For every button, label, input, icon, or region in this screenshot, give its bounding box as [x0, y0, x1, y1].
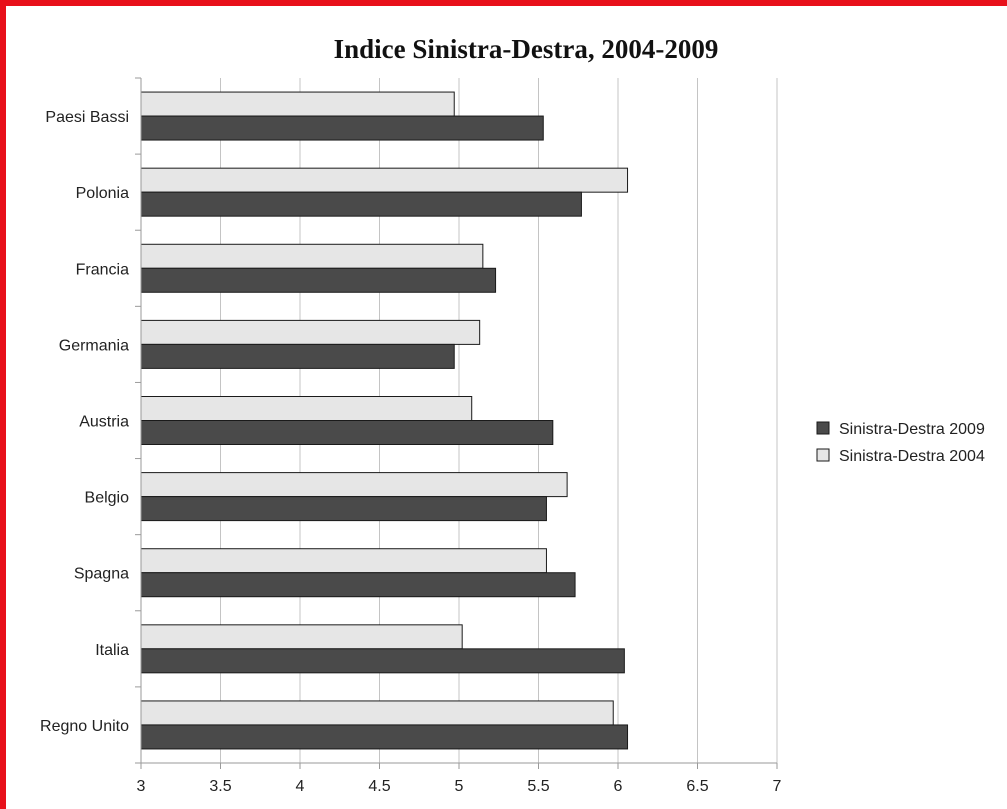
x-tick-labels: 3 3.5 4 4.5 5 5.5 6 6.5 7 — [137, 778, 782, 795]
axes — [140, 78, 777, 764]
bar-2004 — [140, 624, 463, 650]
chart-title: Indice Sinistra-Destra, 2004-2009 — [334, 34, 719, 64]
bar-2009 — [140, 343, 455, 369]
x-tick-label: 6 — [614, 778, 623, 795]
legend-label: Sinistra-Destra 2004 — [839, 448, 985, 465]
category-label: Paesi Bassi — [45, 109, 129, 126]
bar-2009 — [140, 496, 547, 522]
x-tick-label: 5.5 — [527, 778, 549, 795]
bar-2004 — [140, 91, 455, 117]
category-label: Italia — [95, 642, 129, 659]
bar-2009 — [140, 648, 625, 674]
bars — [140, 91, 629, 750]
bar-2004 — [140, 548, 547, 574]
x-tick-label: 7 — [773, 778, 782, 795]
x-tick-label: 5 — [455, 778, 464, 795]
bar-2009 — [140, 572, 576, 598]
bar-2004 — [140, 472, 568, 498]
category-label: Austria — [79, 414, 129, 431]
legend-swatch — [816, 421, 830, 435]
category-label: Regno Unito — [40, 718, 129, 735]
bar-2009 — [140, 724, 629, 750]
bar-chart: Indice Sinistra-Destra, 2004-2009 Paesi … — [40, 34, 985, 795]
bar-2004 — [140, 700, 614, 726]
x-tick-label: 6.5 — [686, 778, 708, 795]
bar-2009 — [140, 115, 544, 141]
bar-2004 — [140, 167, 629, 193]
legend-label: Sinistra-Destra 2009 — [839, 421, 985, 438]
category-label: Francia — [76, 261, 129, 278]
bar-2004 — [140, 319, 481, 345]
bar-2004 — [140, 243, 484, 269]
x-tick-label: 3 — [137, 778, 146, 795]
category-label: Germania — [59, 337, 129, 354]
category-label: Spagna — [74, 566, 129, 583]
bar-2004 — [140, 396, 473, 421]
x-tick-label: 4 — [296, 778, 305, 795]
x-tick-label: 4.5 — [368, 778, 390, 795]
x-tick-label: 3.5 — [209, 778, 231, 795]
bar-2009 — [140, 267, 497, 293]
category-labels: Paesi Bassi Polonia Francia Germania Austria… — [40, 109, 129, 735]
legend-swatch — [816, 448, 830, 462]
category-label: Belgio — [85, 490, 130, 507]
bar-2009 — [140, 420, 554, 445]
bar-2009 — [140, 191, 582, 217]
legend: Sinistra-Destra 2009 Sinistra-Destra 2004 — [816, 421, 985, 465]
category-label: Polonia — [76, 185, 129, 202]
